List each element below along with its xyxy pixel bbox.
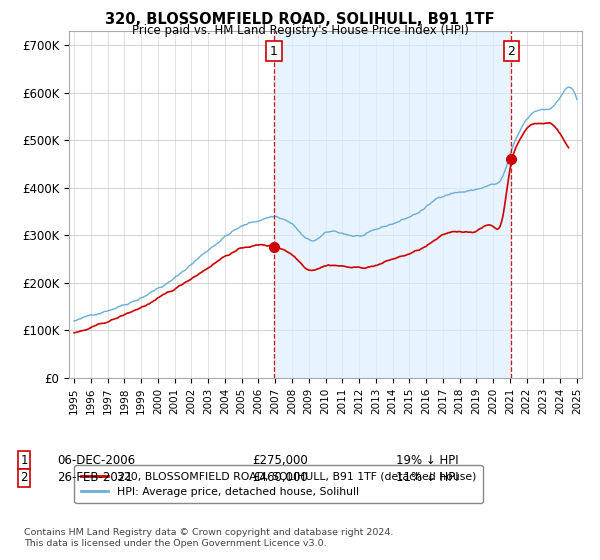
- Text: 320, BLOSSOMFIELD ROAD, SOLIHULL, B91 1TF: 320, BLOSSOMFIELD ROAD, SOLIHULL, B91 1T…: [105, 12, 495, 27]
- Text: 2: 2: [20, 471, 28, 484]
- Legend: 320, BLOSSOMFIELD ROAD, SOLIHULL, B91 1TF (detached house), HPI: Average price, : 320, BLOSSOMFIELD ROAD, SOLIHULL, B91 1T…: [74, 465, 482, 503]
- Text: 19% ↓ HPI: 19% ↓ HPI: [396, 454, 458, 467]
- Text: 06-DEC-2006: 06-DEC-2006: [57, 454, 135, 467]
- Text: £275,000: £275,000: [252, 454, 308, 467]
- Text: 1: 1: [20, 454, 28, 467]
- Text: Price paid vs. HM Land Registry's House Price Index (HPI): Price paid vs. HM Land Registry's House …: [131, 24, 469, 36]
- Text: Contains HM Land Registry data © Crown copyright and database right 2024.
This d: Contains HM Land Registry data © Crown c…: [24, 528, 394, 548]
- Text: 11% ↓ HPI: 11% ↓ HPI: [396, 471, 458, 484]
- Text: 26-FEB-2021: 26-FEB-2021: [57, 471, 133, 484]
- Text: 1: 1: [270, 45, 278, 58]
- Text: 2: 2: [508, 45, 515, 58]
- Text: £460,000: £460,000: [252, 471, 308, 484]
- Bar: [274, 31, 511, 378]
